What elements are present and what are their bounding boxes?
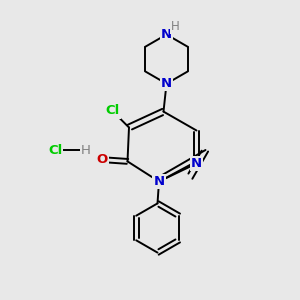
Text: O: O [97,153,108,167]
Text: N: N [153,175,165,188]
Text: Cl: Cl [105,104,120,118]
Text: H: H [81,143,90,157]
Text: N: N [161,77,172,90]
Text: N: N [191,157,202,170]
Text: H: H [170,20,179,34]
Text: Cl: Cl [48,143,63,157]
Text: N: N [161,28,172,41]
